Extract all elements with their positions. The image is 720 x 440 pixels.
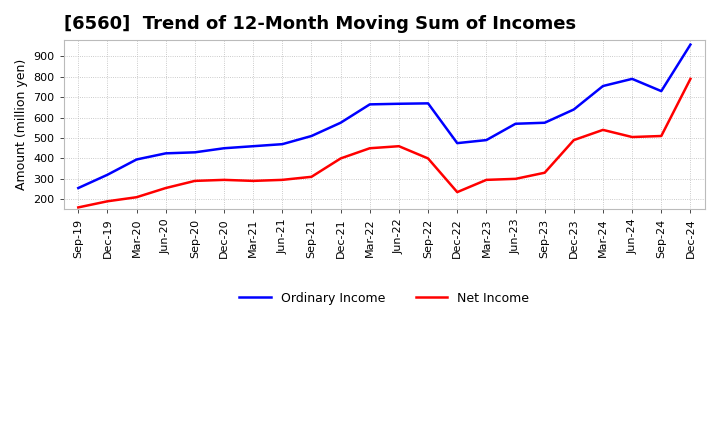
Net Income	[132, 194, 141, 200]
Net Income	[336, 156, 345, 161]
Ordinary Income	[453, 140, 462, 146]
Ordinary Income	[249, 143, 258, 149]
Ordinary Income	[278, 142, 287, 147]
Ordinary Income	[132, 157, 141, 162]
Ordinary Income	[103, 172, 112, 177]
Text: [6560]  Trend of 12-Month Moving Sum of Incomes: [6560] Trend of 12-Month Moving Sum of I…	[63, 15, 576, 33]
Ordinary Income	[598, 83, 607, 88]
Net Income	[249, 178, 258, 183]
Net Income	[220, 177, 228, 183]
Ordinary Income	[540, 120, 549, 125]
Net Income	[598, 127, 607, 132]
Net Income	[161, 185, 170, 191]
Ordinary Income	[657, 88, 665, 94]
Net Income	[191, 178, 199, 183]
Net Income	[103, 198, 112, 204]
Net Income	[657, 133, 665, 139]
Net Income	[366, 146, 374, 151]
Net Income	[570, 137, 578, 143]
Net Income	[482, 177, 491, 183]
Ordinary Income	[307, 133, 316, 139]
Ordinary Income	[220, 146, 228, 151]
Ordinary Income	[191, 150, 199, 155]
Ordinary Income	[395, 101, 403, 106]
Ordinary Income	[628, 76, 636, 81]
Ordinary Income	[161, 151, 170, 156]
Net Income	[307, 174, 316, 180]
Net Income	[453, 190, 462, 195]
Ordinary Income	[366, 102, 374, 107]
Ordinary Income	[511, 121, 520, 126]
Net Income	[278, 177, 287, 183]
Net Income	[511, 176, 520, 181]
Ordinary Income	[686, 42, 695, 47]
Ordinary Income	[74, 185, 83, 191]
Net Income	[686, 76, 695, 81]
Y-axis label: Amount (million yen): Amount (million yen)	[15, 59, 28, 191]
Net Income	[395, 143, 403, 149]
Net Income	[540, 170, 549, 176]
Line: Net Income: Net Income	[78, 79, 690, 207]
Legend: Ordinary Income, Net Income: Ordinary Income, Net Income	[234, 287, 534, 310]
Ordinary Income	[336, 120, 345, 125]
Ordinary Income	[570, 107, 578, 112]
Net Income	[74, 205, 83, 210]
Ordinary Income	[482, 137, 491, 143]
Net Income	[424, 156, 433, 161]
Ordinary Income	[424, 101, 433, 106]
Line: Ordinary Income: Ordinary Income	[78, 44, 690, 188]
Net Income	[628, 134, 636, 139]
